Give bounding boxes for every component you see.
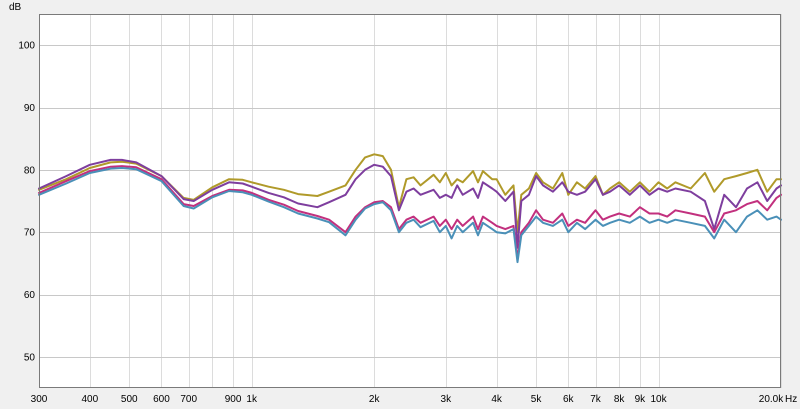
x-tick-label: 4k (491, 394, 503, 405)
x-tick-label: 5k (531, 394, 543, 405)
x-tick-label: 8k (614, 394, 626, 405)
y-tick-labels: 50 60 70 80 90 100 (18, 41, 35, 364)
x-tick-label: 20.0k (759, 394, 784, 405)
y-tick-label: 50 (24, 352, 36, 363)
x-tick-label: 2k (369, 394, 381, 405)
x-tick-label: 3k (441, 394, 453, 405)
x-tick-labels: 300 400 500 600 700 900 1k 2k 3k 4k 5k 6k 7k 8k 9k 10k 2… (31, 394, 785, 405)
plot-background (39, 14, 781, 388)
series-line-2 (38, 158, 782, 249)
x-tick-label: 7k (590, 394, 602, 405)
series-line-1 (38, 153, 782, 234)
x-tick-label: 1k (246, 394, 258, 405)
series-line-4 (38, 167, 782, 264)
x-tick-label: 10k (650, 394, 667, 405)
series-line-3 (38, 165, 782, 260)
x-unit-label: Hz (785, 394, 797, 405)
y-tick-label: 70 (24, 228, 36, 239)
x-tick-label: 700 (180, 394, 197, 405)
x-tick-label: 300 (31, 394, 48, 405)
series-layer (38, 153, 782, 264)
grid (39, 14, 782, 388)
plot-frame (39, 14, 781, 388)
y-tick-label: 60 (24, 290, 36, 301)
y-tick-label: 90 (24, 103, 36, 114)
x-tick-label: 400 (81, 394, 98, 405)
x-tick-label: 9k (635, 394, 647, 405)
y-tick-label: 100 (18, 41, 35, 52)
y-tick-label: 80 (24, 165, 36, 176)
y-unit-label: dB (9, 2, 22, 13)
x-tick-label: 6k (563, 394, 575, 405)
x-tick-label: 600 (153, 394, 170, 405)
x-tick-label: 900 (225, 394, 242, 405)
x-tick-label: 500 (121, 394, 138, 405)
